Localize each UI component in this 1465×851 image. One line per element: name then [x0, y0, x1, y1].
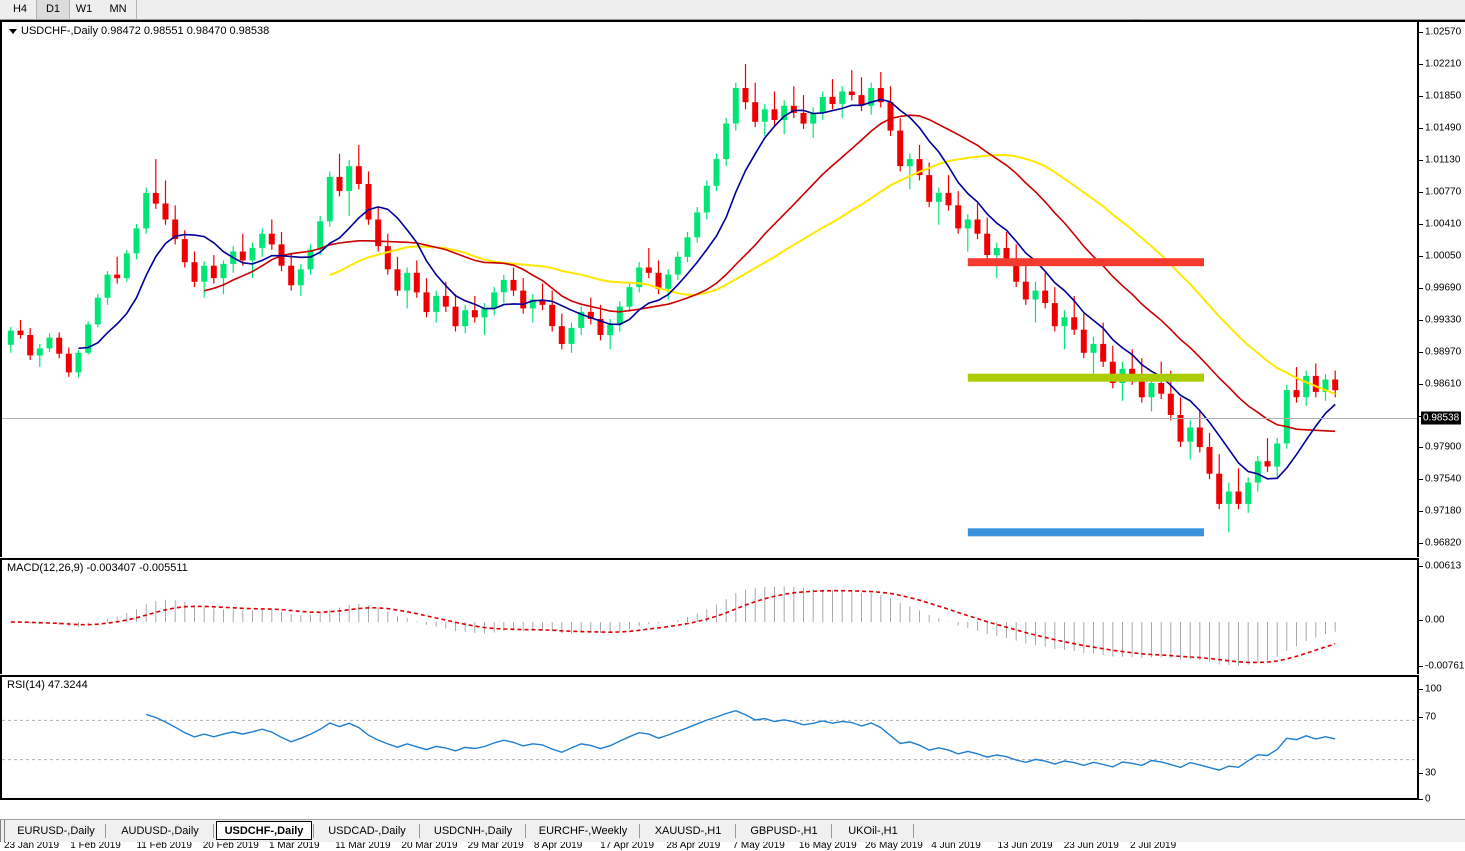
tab-separator	[639, 824, 640, 838]
level-mid-level	[967, 373, 1204, 382]
rsi-scale-label: 70	[1425, 711, 1437, 723]
price-scale-label: 0.98610	[1425, 378, 1462, 390]
symbol-tab-eurchf--weekly[interactable]: EURCHF-,Weekly	[538, 825, 628, 837]
price-tick	[1419, 32, 1423, 33]
price-candles-svg	[7, 64, 1339, 537]
price-tick	[1419, 63, 1423, 65]
rsi-tick	[1419, 689, 1423, 690]
price-scale-label: 0.97180	[1425, 505, 1462, 517]
current-price-tag: 0.98538	[1421, 411, 1462, 425]
macd-tick	[1419, 566, 1423, 567]
timeframe-button-mn[interactable]: MN	[109, 3, 127, 15]
price-scale-label: 1.02570	[1425, 26, 1462, 38]
price-scale-label: 1.01850	[1425, 90, 1462, 102]
tab-separator	[313, 824, 314, 838]
macd-tick	[1419, 620, 1423, 621]
rsi-pane[interactable]: RSI(14) 47.3244	[0, 675, 1419, 800]
chart-symbol-header: USDCHF-,Daily 0.98472 0.98551 0.98470 0.…	[9, 25, 269, 37]
price-scale-label: 0.99330	[1425, 314, 1462, 326]
symbol-tab-xauusd--h1[interactable]: XAUUSD-,H1	[654, 825, 722, 837]
toolbar-separator	[136, 0, 137, 19]
macd-pane[interactable]: MACD(12,26,9) -0.003407 -0.005511	[0, 558, 1419, 674]
price-scale-label: 1.01130	[1425, 154, 1461, 166]
tab-separator	[525, 824, 526, 838]
price-tick	[1419, 191, 1423, 193]
price-tick	[1419, 383, 1423, 385]
rsi-tick	[1419, 799, 1423, 800]
macd-svg	[10, 586, 1336, 666]
price-tick	[1419, 543, 1423, 544]
rsi-label: RSI(14) 47.3244	[7, 679, 88, 691]
tab-separator	[105, 824, 106, 838]
rsi-svg	[2, 709, 1417, 771]
level-support	[967, 528, 1204, 537]
level-resistance	[967, 258, 1204, 267]
rsi-scale[interactable]: 100 70 30 0	[1419, 675, 1465, 805]
price-tick	[1419, 351, 1423, 353]
price-scale-label: 1.00770	[1425, 186, 1462, 198]
timeframe-button-d1[interactable]: D1	[36, 0, 70, 19]
symbol-tab-audusd--daily[interactable]: AUDUSD-,Daily	[121, 825, 199, 837]
price-tick	[1419, 255, 1423, 257]
macd-label: MACD(12,26,9) -0.003407 -0.005511	[7, 562, 188, 574]
macd-scale-label: -0.007612	[1425, 660, 1465, 672]
timeframe-button-h4[interactable]: H4	[12, 3, 28, 15]
price-scale-label: 0.98970	[1425, 346, 1462, 358]
price-scale-label: 1.02210	[1425, 58, 1462, 70]
price-tick	[1419, 447, 1423, 449]
tabbar-left-edge	[0, 820, 5, 842]
price-tick	[1419, 127, 1423, 129]
rsi-label-text: RSI(14) 47.3244	[7, 679, 88, 691]
price-pane[interactable]: USDCHF-,Daily 0.98472 0.98551 0.98470 0.…	[0, 22, 1419, 557]
symbol-tab-ukoil--h1[interactable]: UKOil-,H1	[848, 825, 898, 837]
price-tick	[1419, 287, 1423, 289]
price-tick	[1419, 223, 1423, 225]
rsi-scale-label: 0	[1425, 793, 1431, 805]
tab-separator	[419, 824, 420, 838]
macd-scale-label: 0.00613	[1425, 560, 1462, 572]
symbol-tab-bar: EURUSD-,Daily AUDUSD-,Daily USDCHF-,Daily U…	[0, 819, 1465, 842]
price-scale-label: 1.00410	[1425, 218, 1462, 230]
tab-separator	[831, 824, 832, 838]
price-scale[interactable]: 1.02570 1.02210 1.01850 1.01490 1.01130 1.007…	[1419, 22, 1465, 557]
symbol-tab-eurusd--daily[interactable]: EURUSD-,Daily	[17, 825, 95, 837]
price-scale-label: 0.97900	[1425, 441, 1462, 453]
price-tick	[1419, 479, 1423, 480]
price-scale-label: 1.00050	[1425, 250, 1462, 262]
symbol-tab-usdcnh--daily[interactable]: USDCNH-,Daily	[433, 825, 513, 837]
symbol-ohlc-text: USDCHF-,Daily 0.98472 0.98551 0.98470 0.…	[21, 25, 270, 37]
tab-separator	[213, 824, 214, 838]
price-tick	[1419, 159, 1423, 161]
rsi-tick	[1419, 773, 1423, 774]
macd-scale[interactable]: 0.00613 0.00 -0.007612	[1419, 558, 1465, 674]
rsi-scale-label: 30	[1425, 767, 1437, 779]
macd-scale-label: 0.00	[1425, 614, 1445, 626]
tab-separator	[735, 824, 736, 838]
price-scale-label: 1.01490	[1425, 122, 1462, 134]
symbol-tab-gbpusd--h1[interactable]: GBPUSD-,H1	[750, 825, 818, 837]
macd-label-text: MACD(12,26,9) -0.003407 -0.005511	[7, 562, 188, 574]
price-tick	[1419, 319, 1423, 321]
tab-separator	[913, 824, 914, 838]
price-scale-label: 0.99690	[1425, 282, 1462, 294]
rsi-tick	[1419, 717, 1423, 718]
timeframe-toolbar: H4 D1 W1 MN	[0, 0, 1465, 26]
price-scale-label: 0.96820	[1425, 537, 1462, 549]
collapse-triangle-icon[interactable]	[9, 28, 17, 34]
symbol-tab-usdcad--daily[interactable]: USDCAD-,Daily	[328, 825, 406, 837]
price-tick	[1419, 95, 1423, 97]
symbol-tab-usdchf--daily[interactable]: USDCHF-,Daily	[216, 821, 312, 840]
rsi-scale-label: 100	[1425, 683, 1442, 695]
current-price-line	[2, 418, 1417, 419]
macd-tick	[1419, 666, 1423, 667]
timeframe-button-w1[interactable]: W1	[75, 3, 93, 15]
chart-window: USDCHF-,Daily 0.98472 0.98551 0.98470 0.…	[0, 20, 1465, 851]
price-tick	[1419, 511, 1423, 512]
price-scale-label: 0.97540	[1425, 473, 1462, 485]
